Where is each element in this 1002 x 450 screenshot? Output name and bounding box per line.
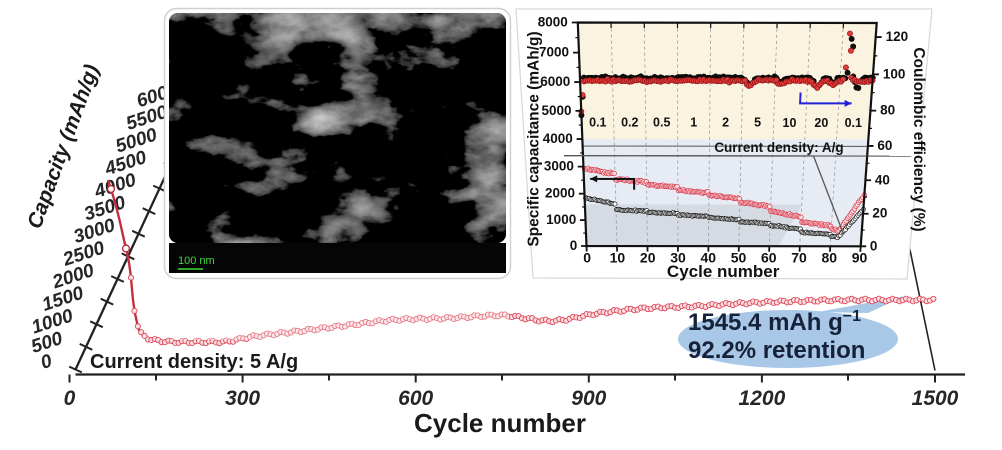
svg-text:20: 20 xyxy=(814,116,828,130)
svg-text:900: 900 xyxy=(571,387,606,410)
svg-text:80: 80 xyxy=(880,103,895,118)
svg-text:0.5: 0.5 xyxy=(653,116,670,130)
svg-text:0.1: 0.1 xyxy=(589,115,606,129)
svg-text:Cycle number: Cycle number xyxy=(414,408,586,438)
svg-text:Cycle number: Cycle number xyxy=(667,262,780,281)
svg-text:0: 0 xyxy=(64,387,76,410)
svg-text:60: 60 xyxy=(877,138,892,153)
svg-text:100: 100 xyxy=(883,66,906,81)
svg-text:600: 600 xyxy=(398,387,433,410)
svg-text:4000: 4000 xyxy=(543,131,573,146)
svg-text:0.2: 0.2 xyxy=(621,116,638,130)
svg-text:0: 0 xyxy=(583,249,591,265)
svg-text:1200: 1200 xyxy=(739,387,786,410)
svg-text:100 nm: 100 nm xyxy=(178,255,215,267)
svg-text:0.1: 0.1 xyxy=(845,116,862,130)
svg-text:Current density: 5 A/g: Current density: 5 A/g xyxy=(90,351,298,373)
svg-text:5000: 5000 xyxy=(542,103,572,118)
svg-text:8000: 8000 xyxy=(538,14,568,29)
svg-text:6000: 6000 xyxy=(540,74,570,89)
svg-text:80: 80 xyxy=(821,250,837,266)
svg-text:90: 90 xyxy=(852,250,868,266)
svg-text:7000: 7000 xyxy=(539,45,569,60)
svg-text:92.2% retention: 92.2% retention xyxy=(688,337,865,364)
svg-text:0: 0 xyxy=(570,238,578,253)
svg-text:70: 70 xyxy=(791,250,807,266)
svg-text:1000: 1000 xyxy=(546,212,576,227)
svg-text:1: 1 xyxy=(690,116,697,130)
svg-text:120: 120 xyxy=(886,29,909,44)
svg-text:5: 5 xyxy=(754,116,761,130)
svg-text:2000: 2000 xyxy=(545,186,575,201)
svg-text:Specific capacitance (mAh/g): Specific capacitance (mAh/g) xyxy=(525,31,542,246)
svg-text:20: 20 xyxy=(872,206,887,221)
svg-text:0: 0 xyxy=(870,238,878,253)
svg-text:1545.4 mAh g−1: 1545.4 mAh g−1 xyxy=(688,308,861,336)
svg-text:40: 40 xyxy=(875,172,890,187)
svg-text:10: 10 xyxy=(610,249,626,265)
svg-text:Current density: A/g: Current density: A/g xyxy=(714,140,843,155)
svg-text:1500: 1500 xyxy=(912,387,959,410)
svg-text:10: 10 xyxy=(783,116,797,130)
svg-text:20: 20 xyxy=(640,249,656,265)
svg-text:300: 300 xyxy=(225,387,260,410)
svg-text:3000: 3000 xyxy=(544,159,574,174)
svg-text:2: 2 xyxy=(722,116,729,130)
svg-text:Coulombic efficiency (%): Coulombic efficiency (%) xyxy=(910,47,927,231)
